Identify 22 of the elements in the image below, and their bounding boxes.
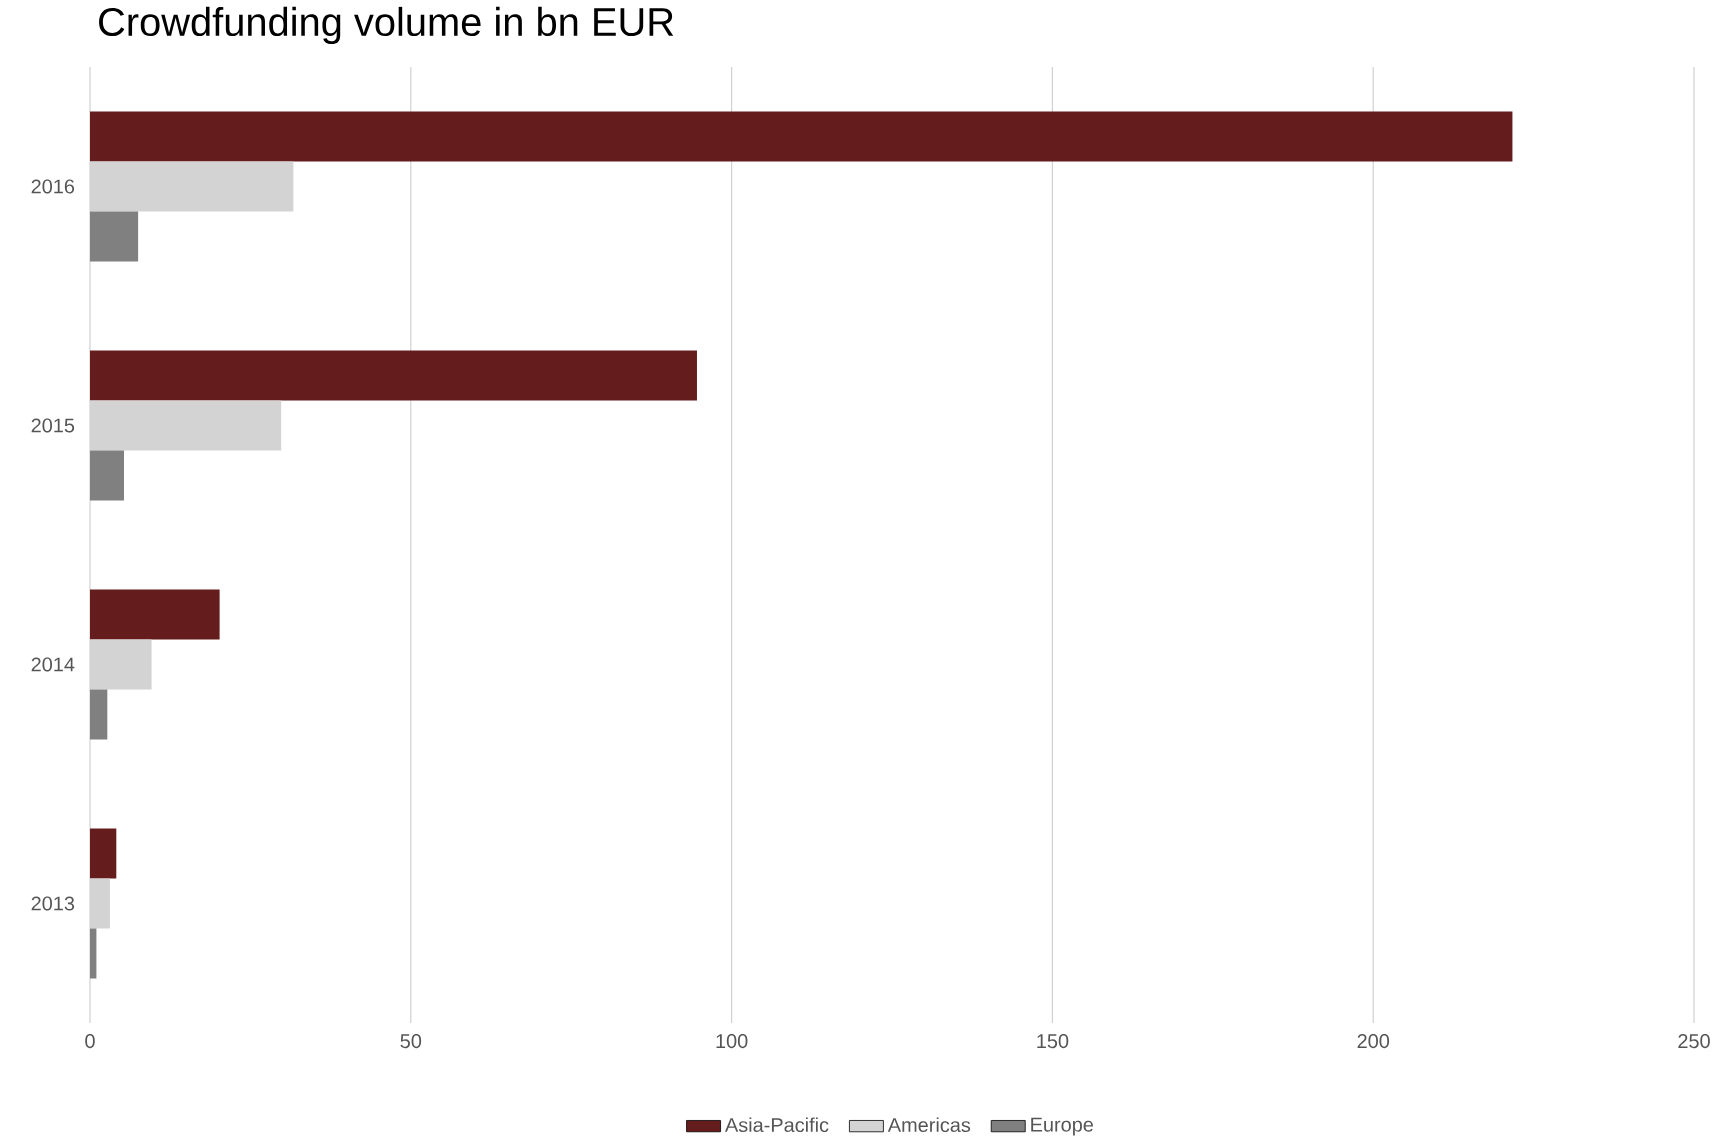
y-tick-label: 2013 <box>31 896 75 911</box>
y-tick-label: 2016 <box>31 179 75 194</box>
bar <box>90 211 139 262</box>
bar <box>90 450 125 501</box>
bar <box>90 350 697 401</box>
bar <box>90 111 1513 162</box>
y-tick-label: 2014 <box>31 657 75 672</box>
bar <box>90 828 117 879</box>
x-tick-label: 0 <box>85 1034 95 1049</box>
x-tick-label: 100 <box>716 1034 748 1049</box>
x-tick-label: 200 <box>1357 1034 1390 1049</box>
x-tick-label: 50 <box>400 1034 422 1049</box>
bar <box>90 589 220 640</box>
bar <box>90 928 97 979</box>
y-tick-label: 2015 <box>31 418 75 433</box>
legend-label: Europe <box>1031 1117 1093 1136</box>
legend-label: Asia-Pacific <box>724 1117 829 1133</box>
x-tick-label: 250 <box>1678 1034 1710 1049</box>
bar <box>90 689 108 740</box>
chart-title: Crowdfunding volume in bn EUR <box>99 6 674 45</box>
x-tick-label: 150 <box>1037 1034 1069 1049</box>
legend-label: Americas <box>887 1117 971 1133</box>
